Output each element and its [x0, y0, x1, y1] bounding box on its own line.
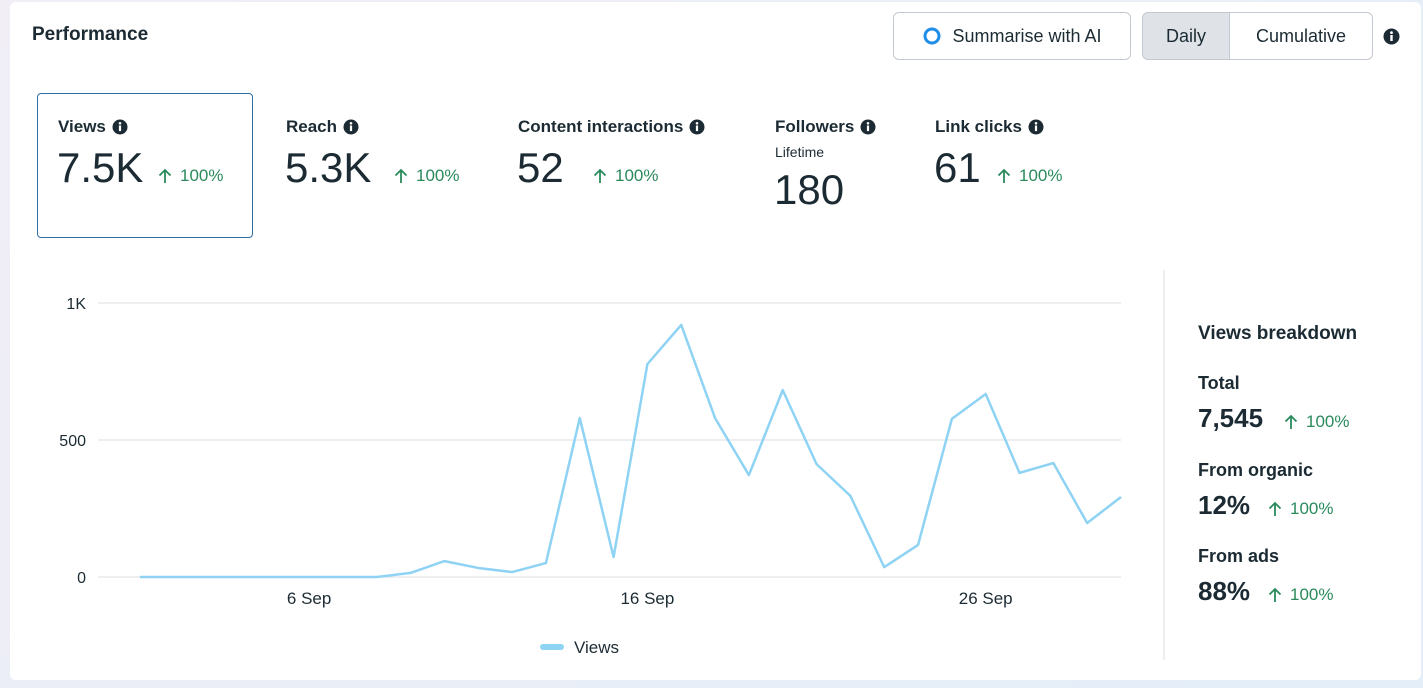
- label-text: Views: [58, 117, 106, 136]
- daily-button[interactable]: Daily: [1142, 12, 1230, 60]
- chart: 0 500 1K 6 Sep 16 Sep 26 Sep Views: [59, 270, 1165, 660]
- y-tick-label: 1K: [66, 296, 86, 313]
- button-label: Cumulative: [1255, 25, 1347, 46]
- metric-label: Followers: [775, 117, 876, 137]
- metric-change: 100%: [394, 166, 459, 186]
- change-text: 100%: [416, 166, 460, 185]
- button-label: Summarise with AI: [952, 25, 1102, 46]
- up-arrow: [394, 168, 408, 183]
- up-arrow: [593, 168, 607, 183]
- info-icon[interactable]: [343, 119, 359, 135]
- line-series: [140, 323, 1122, 579]
- change-text: 100%: [615, 166, 659, 185]
- summarise-button[interactable]: Summarise with AI: [893, 12, 1131, 60]
- metric-value: 61: [934, 144, 981, 191]
- change-text: 100%: [1290, 585, 1334, 604]
- title: Performance: [32, 24, 149, 45]
- up-arrow: [1284, 414, 1298, 429]
- metric-value: 52: [517, 144, 564, 191]
- metric-label: Content interactions: [518, 117, 705, 137]
- label-text: Followers: [775, 117, 855, 136]
- breakdown-change: 100%: [1268, 499, 1333, 519]
- info-icon[interactable]: [860, 119, 876, 135]
- metric-label: Link clicks: [935, 117, 1044, 137]
- ai-icon: [923, 27, 941, 45]
- performance-card: [10, 2, 1421, 680]
- breakdown-label: From ads: [1198, 546, 1280, 566]
- breakdown-change: 100%: [1284, 412, 1349, 432]
- breakdown-value: 7,545: [1198, 403, 1264, 433]
- metric-sublabel: Lifetime: [775, 144, 825, 160]
- info-icon[interactable]: [689, 119, 705, 135]
- y-tick-label: 500: [59, 433, 86, 450]
- metric-change: 100%: [997, 166, 1062, 186]
- info-icon[interactable]: [1383, 28, 1400, 45]
- up-arrow: [1268, 587, 1282, 602]
- x-tick-label: 6 Sep: [287, 589, 331, 608]
- label-text: Content interactions: [518, 117, 684, 136]
- breakdown-value: 12%: [1198, 489, 1251, 520]
- breakdown-label: From organic: [1198, 459, 1314, 480]
- selected-metric[interactable]: [37, 93, 253, 238]
- metric-change: 100%: [593, 166, 658, 186]
- up-arrow: [158, 168, 172, 183]
- breakdown-label: Total: [1198, 373, 1240, 393]
- metric-value: 5.3K: [285, 144, 372, 191]
- label-text: Reach: [286, 117, 338, 136]
- change-text: 100%: [1306, 412, 1350, 431]
- breakdown-value: 88%: [1198, 576, 1251, 606]
- metric-label: Views: [58, 117, 128, 137]
- legend-label: Views: [574, 638, 619, 657]
- metric-label: Reach: [286, 117, 359, 137]
- button-label: Daily: [1165, 25, 1206, 46]
- breakdown-change: 100%: [1268, 585, 1333, 605]
- up-arrow: [997, 168, 1011, 183]
- up-arrow: [1268, 501, 1282, 516]
- info-icon[interactable]: [112, 119, 128, 135]
- x-tick-label: 26 Sep: [959, 589, 1013, 608]
- cumulative-button[interactable]: Cumulative: [1229, 12, 1373, 60]
- metric-value: 7.5K: [57, 144, 144, 191]
- metric-change: 100%: [158, 166, 223, 186]
- change-text: 100%: [1019, 166, 1063, 185]
- change-text: 100%: [1290, 498, 1334, 518]
- metric-value: 180: [774, 166, 845, 213]
- info-icon[interactable]: [1028, 119, 1044, 135]
- breakdown-title: Views breakdown: [1198, 323, 1358, 344]
- change-text: 100%: [180, 166, 224, 185]
- x-tick-label: 16 Sep: [620, 589, 674, 608]
- label-text: Link clicks: [935, 117, 1022, 136]
- y-tick-label: 0: [77, 570, 86, 587]
